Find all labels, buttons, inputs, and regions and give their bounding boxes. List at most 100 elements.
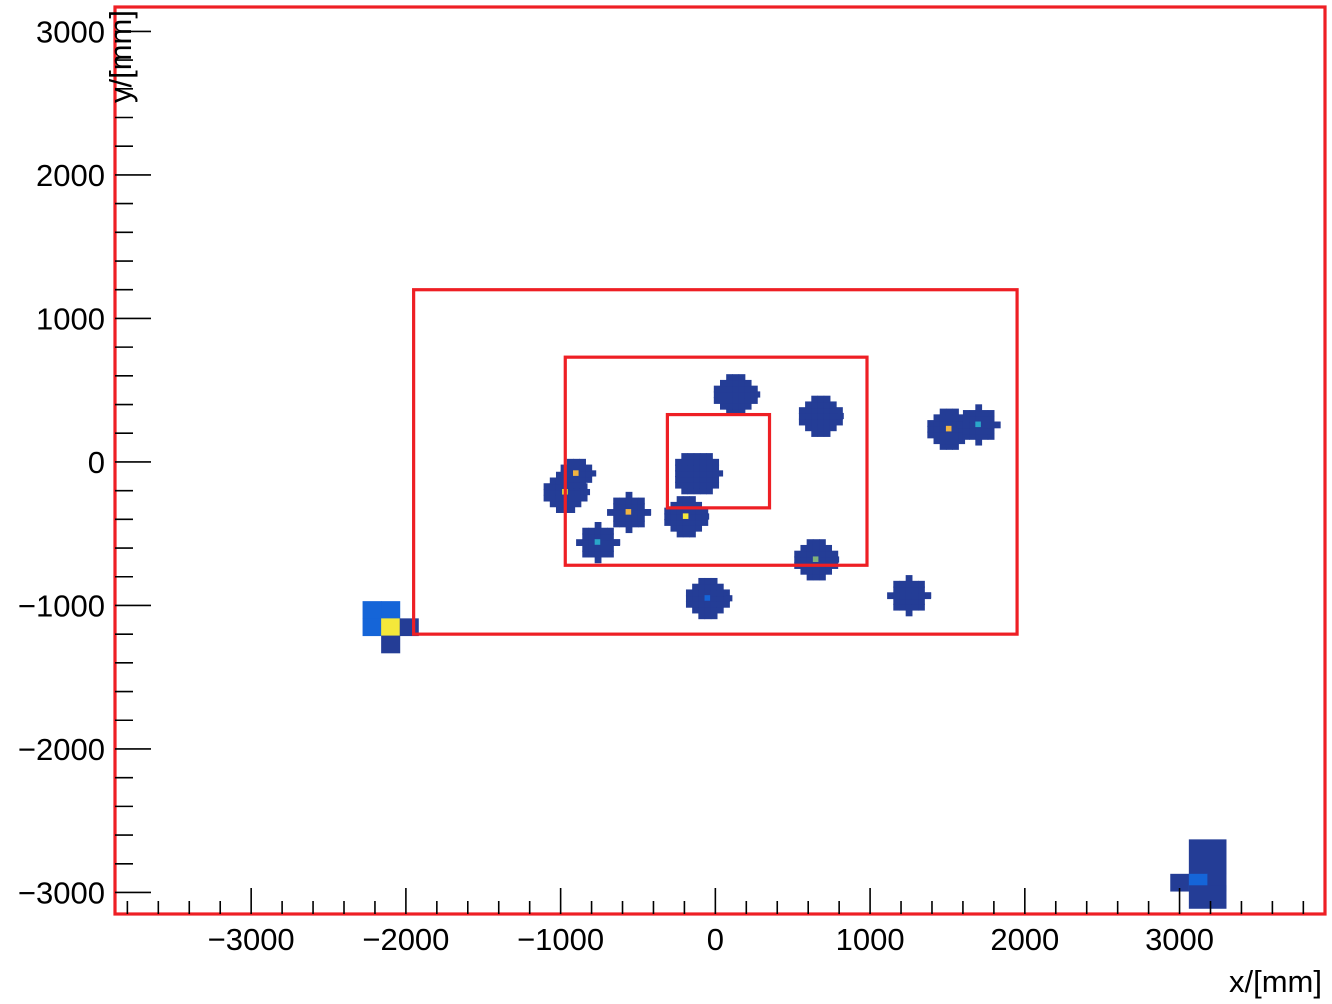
axes: −3000 −2000 −1000 0 1000 2000 3000 −3000 −2000 −1…	[18, 14, 1305, 957]
heatmap-cell	[710, 612, 718, 620]
frame-middle	[563, 355, 869, 567]
heatmap-cell	[716, 583, 724, 591]
y-tick-label: 2000	[36, 158, 105, 193]
y-tick-label: 0	[88, 445, 105, 480]
heatmap-cell	[613, 514, 621, 522]
heatmap-cell	[939, 414, 947, 422]
heatmap-cell	[893, 580, 901, 588]
heatmap-cell	[692, 600, 699, 608]
heatmap-cell	[579, 458, 586, 466]
heatmap-cell	[692, 606, 699, 614]
heatmap-cell	[823, 430, 831, 437]
heatmap-cell	[952, 414, 959, 422]
heatmap-cell	[675, 481, 682, 489]
heatmap-cell	[692, 589, 699, 597]
heatmap-cell	[594, 521, 602, 529]
heatmap-cell	[619, 514, 627, 522]
heatmap-cell	[699, 458, 707, 466]
heatmap-cell	[607, 527, 614, 535]
heatmap-cell	[905, 598, 913, 605]
heatmap-cell	[958, 414, 966, 422]
heatmap-cell	[825, 544, 833, 552]
heatmap-cell	[582, 527, 590, 535]
heatmap-cell	[918, 598, 925, 605]
heatmap-cell	[744, 391, 752, 399]
heatmap-cell	[945, 437, 953, 445]
heatmap-cell	[899, 586, 907, 594]
heatmap-cell	[805, 424, 812, 432]
heatmap-cell	[927, 425, 935, 433]
heatmap-cell	[981, 433, 989, 440]
heatmap-cell	[723, 589, 730, 597]
heatmap-cell	[681, 476, 689, 483]
heatmap-cell	[566, 476, 574, 483]
heatmap-cell	[981, 415, 989, 423]
heatmap-cell	[670, 519, 678, 526]
heatmap-cell	[607, 509, 614, 516]
detector-frames	[113, 5, 1327, 916]
heatmap-cell	[905, 586, 913, 594]
heatmap-cell	[631, 520, 639, 528]
heatmap-cell	[732, 408, 740, 416]
heatmap-cell	[676, 524, 684, 532]
heatmap-cell	[987, 421, 995, 429]
heatmap-cell	[687, 453, 695, 460]
heatmap-cell	[800, 556, 808, 564]
heatmap-cell	[817, 412, 825, 420]
heatmap-cell	[706, 470, 713, 478]
heatmap-cell	[549, 494, 557, 502]
heatmap-cell	[798, 407, 806, 414]
heatmap-cell	[687, 458, 695, 466]
heatmap-cell	[710, 583, 718, 591]
heatmap-cell	[750, 397, 758, 404]
heatmap-cell	[819, 544, 826, 552]
heatmap-cell	[825, 550, 833, 558]
heatmap-cell	[1188, 885, 1227, 909]
heatmap-cell	[805, 407, 812, 414]
heatmap-cell	[811, 418, 819, 426]
frame-inner	[665, 412, 772, 510]
heatmap-cell	[613, 497, 621, 505]
y-tick-label: −3000	[18, 875, 105, 910]
heatmap-cell	[969, 415, 976, 423]
heatmap-cell	[911, 592, 919, 600]
y-tick-label: 3000	[36, 14, 105, 49]
heatmap-cell	[689, 501, 696, 509]
heatmap-cell	[794, 550, 802, 558]
heatmap-cell	[811, 401, 819, 409]
heatmap-cell	[381, 635, 401, 654]
heatmap-cell	[695, 519, 703, 526]
heatmap-cell	[732, 397, 740, 404]
heatmap-cell	[704, 606, 712, 614]
heatmap-cell	[549, 488, 557, 496]
heatmap-cell	[693, 458, 701, 466]
heatmap-cell	[583, 488, 591, 496]
heatmap-cell	[811, 424, 819, 432]
heatmap-cell	[619, 520, 627, 528]
heatmap-cell	[682, 501, 690, 509]
heatmap-cell	[720, 402, 727, 410]
heatmap-cell	[806, 544, 814, 552]
heatmap-cell	[681, 487, 689, 495]
heatmap-hot-cell	[625, 509, 632, 515]
heatmap-cell	[670, 513, 678, 521]
heatmap-cell	[613, 503, 621, 511]
heatmap-cell	[927, 420, 935, 427]
heatmap-cell	[987, 427, 995, 435]
heatmap-cell	[549, 483, 557, 491]
heatmap-cell	[812, 573, 820, 581]
heatmap-cell	[805, 418, 812, 426]
heatmap-cell	[726, 595, 733, 602]
heatmap-cell	[738, 385, 746, 393]
heatmap-cell	[362, 618, 382, 637]
heatmap-cell	[631, 514, 639, 522]
heatmap-cell	[699, 453, 707, 460]
heatmap-cell	[738, 391, 746, 399]
heatmap-cell	[829, 418, 837, 426]
heatmap-cell	[911, 598, 919, 605]
heatmap-cell	[800, 550, 808, 558]
heatmap-cell	[893, 603, 901, 611]
heatmap-cell	[681, 458, 689, 466]
heatmap-cell	[582, 550, 590, 558]
heatmap-cell	[699, 464, 707, 472]
